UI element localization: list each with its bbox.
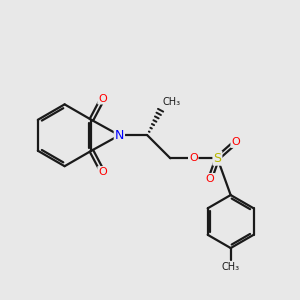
Text: CH₃: CH₃ [163, 97, 181, 107]
Text: O: O [231, 137, 240, 147]
Text: S: S [213, 152, 221, 165]
Text: O: O [206, 174, 214, 184]
Text: O: O [98, 167, 107, 177]
Text: CH₃: CH₃ [222, 262, 240, 272]
Text: O: O [189, 153, 198, 163]
Text: O: O [98, 94, 107, 103]
Text: N: N [115, 129, 124, 142]
